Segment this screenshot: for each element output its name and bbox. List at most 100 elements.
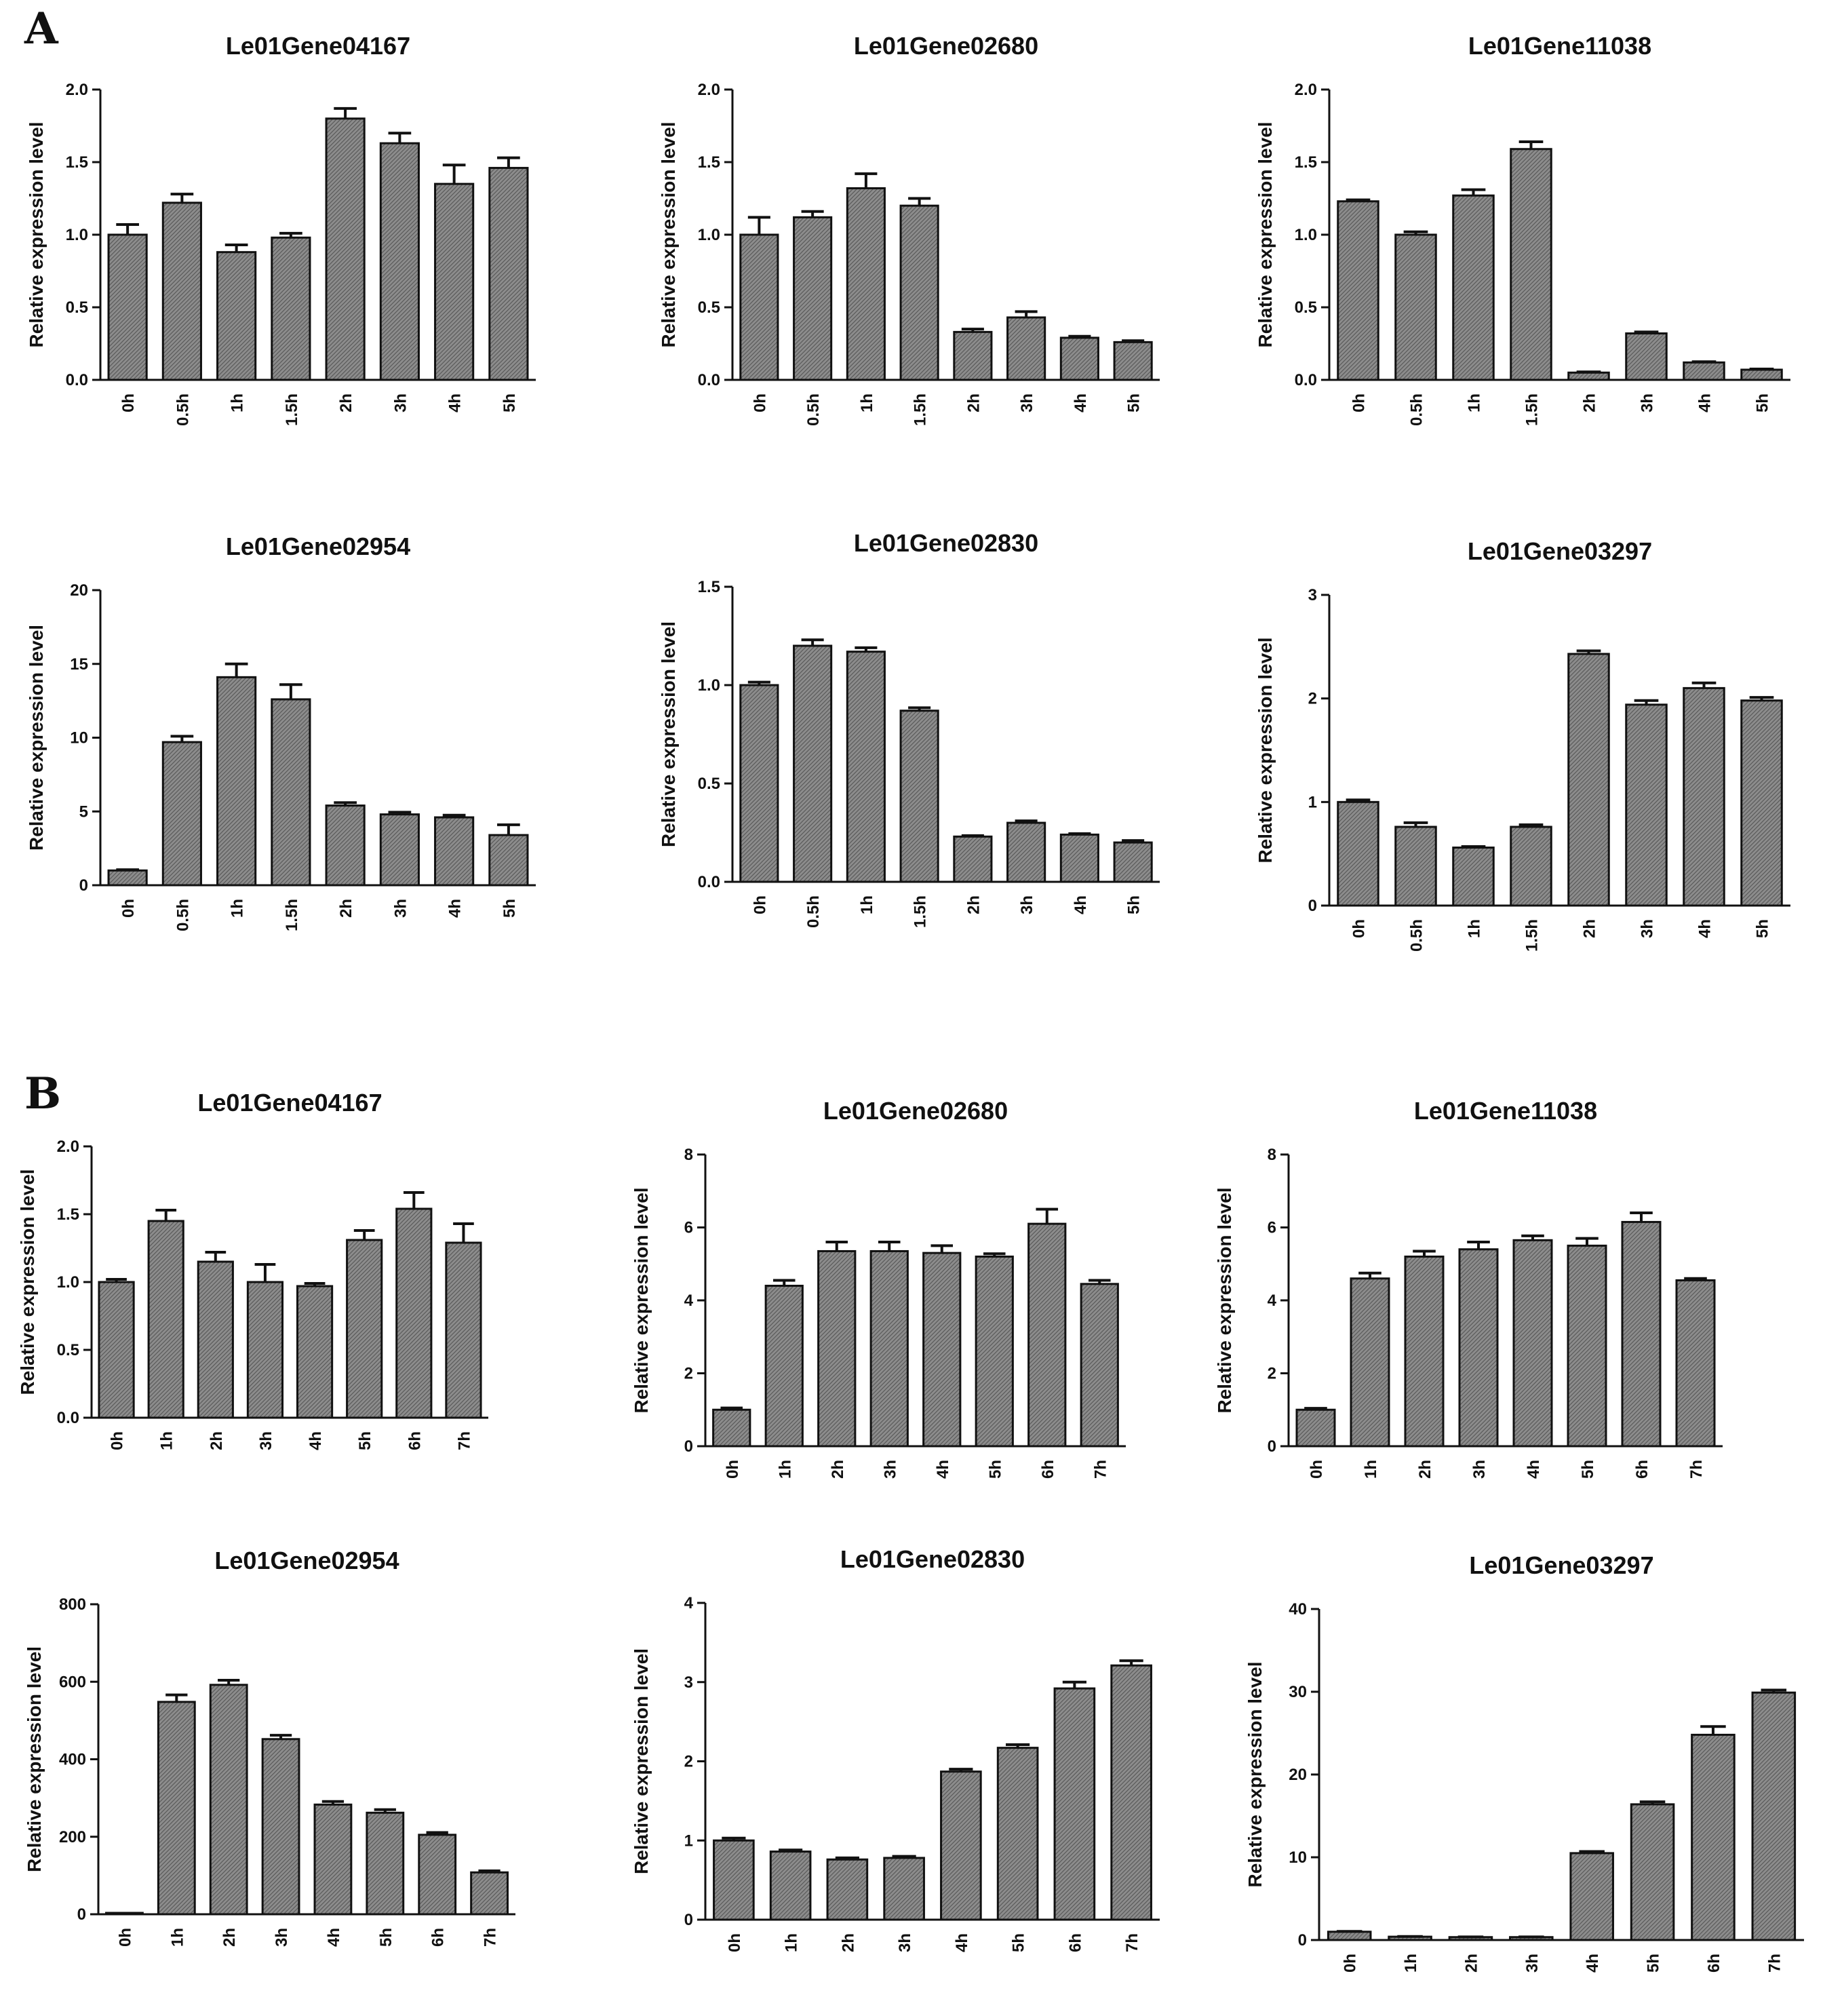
x-tick-label: 4h [325, 1928, 343, 1947]
y-axis-label: Relative expression level [631, 1187, 652, 1413]
bar-0h [1337, 200, 1379, 381]
bar-0h [713, 1839, 755, 1921]
x-tick-label: 0h [1350, 919, 1369, 938]
x-tick-label: 6h [1633, 1460, 1651, 1479]
x-tick-label: 4h [953, 1933, 971, 1952]
y-tick-label: 2.0 [57, 1138, 79, 1156]
x-tick-label: 5h [986, 1460, 1004, 1479]
chart-11: Le01Gene03297 Relative expression level 0 1… [1244, 1551, 1804, 1973]
x-tick-label: 2h [208, 1431, 226, 1450]
bar-0.5h [793, 216, 833, 381]
bar-0.5h [1394, 233, 1437, 381]
x-tick-label: 6h [1066, 1933, 1084, 1952]
x-tick-label: 4h [446, 899, 465, 918]
chart-1: Le01Gene02680 Relative expression level 0.… [658, 32, 1160, 426]
y-axis-label: Relative expression level [26, 121, 47, 347]
y-tick-label: 4 [1268, 1292, 1277, 1310]
bar-1.5h [1510, 148, 1552, 381]
bar-4h [1569, 1852, 1614, 1941]
x-tick-label: 1h [229, 393, 247, 412]
x-tick-label: 5h [501, 899, 519, 918]
bar-5h [975, 1256, 1014, 1448]
bar-1h [1452, 847, 1495, 907]
x-tick-label: 3h [1018, 895, 1036, 914]
bar-4h [313, 1803, 353, 1916]
bar-1h [764, 1285, 804, 1448]
y-tick-label: 1.0 [57, 1273, 79, 1292]
x-tick-label: 2h [964, 393, 983, 412]
chart-title: Le01Gene04167 [197, 1089, 382, 1117]
bar-1.5h [899, 204, 939, 381]
bar-0h [107, 233, 148, 381]
bar-0h [1337, 800, 1379, 907]
y-tick-label: 1.0 [698, 226, 720, 244]
y-tick-label: 1 [684, 1831, 693, 1850]
y-tick-label: 2 [684, 1753, 693, 1771]
bar-0.5h [793, 644, 833, 883]
y-tick-label: 400 [59, 1751, 86, 1769]
x-tick-label: 1h [229, 899, 247, 918]
bar-7h [1080, 1283, 1119, 1448]
x-tick-label: 3h [1018, 393, 1036, 412]
y-tick-label: 10 [70, 729, 88, 748]
x-tick-label: 4h [934, 1460, 952, 1479]
x-tick-label: 2h [1416, 1460, 1434, 1479]
chart-title: Le01Gene11038 [1468, 32, 1651, 60]
y-tick-label: 8 [1268, 1146, 1276, 1164]
bar-2h [817, 1249, 857, 1448]
y-tick-label: 30 [1289, 1683, 1307, 1701]
chart-4: Le01Gene02830 Relative expression level 0.… [658, 529, 1160, 928]
bar-1h [846, 187, 886, 381]
x-tick-label: 7h [455, 1431, 473, 1450]
x-tick-label: 3h [881, 1460, 899, 1479]
y-tick-label: 600 [59, 1673, 86, 1691]
bar-0.5h [161, 201, 202, 381]
y-tick-label: 0.0 [698, 371, 720, 389]
bar-0h [739, 233, 779, 381]
x-tick-label: 0h [116, 1928, 134, 1947]
y-tick-label: 4 [684, 1292, 694, 1310]
bar-4h [1683, 686, 1725, 907]
x-tick-label: 5h [1579, 1460, 1597, 1479]
y-tick-label: 1.5 [66, 153, 88, 172]
x-tick-label: 4h [1072, 895, 1090, 914]
bar-5h [1567, 1244, 1607, 1448]
bar-1h [1350, 1277, 1390, 1448]
chart-title: Le01Gene02954 [214, 1547, 399, 1574]
bar-2h [209, 1684, 248, 1916]
bar-5h [488, 834, 529, 887]
bar-4h [1683, 361, 1725, 381]
y-tick-label: 40 [1289, 1600, 1307, 1618]
bar-2h [826, 1858, 869, 1921]
x-tick-label: 0h [109, 1431, 127, 1450]
chart-9: Le01Gene02954 Relative expression level 0 2… [24, 1547, 515, 1947]
x-tick-label: 6h [1039, 1460, 1057, 1479]
bar-3h [1458, 1248, 1499, 1448]
bar-4h [1059, 336, 1099, 381]
x-tick-label: 0.5h [804, 895, 823, 928]
bar-1h [216, 676, 257, 887]
y-tick-label: 1.5 [698, 578, 720, 596]
y-tick-label: 4 [684, 1594, 694, 1612]
x-tick-label: 3h [1639, 919, 1657, 938]
bar-0h [98, 1281, 135, 1419]
bar-3h [379, 142, 420, 381]
x-tick-label: 1h [858, 393, 876, 412]
x-tick-label: 1.5h [1523, 919, 1542, 952]
x-tick-label: 3h [391, 899, 410, 918]
bar-3h [1006, 316, 1046, 381]
x-tick-label: 4h [1696, 919, 1714, 938]
x-tick-label: 5h [1754, 393, 1772, 412]
x-tick-label: 6h [429, 1928, 448, 1947]
bar-1.5h [1510, 826, 1552, 907]
bar-1.5h [271, 236, 311, 381]
x-tick-label: 3h [391, 393, 410, 412]
chart-3: Le01Gene02954 Relative expression level 0 5… [26, 532, 536, 931]
bar-0h [739, 684, 779, 883]
x-tick-label: 2h [964, 895, 983, 914]
x-tick-label: 4h [1584, 1954, 1602, 1973]
bar-5h [346, 1239, 383, 1419]
y-tick-label: 20 [1289, 1766, 1307, 1784]
y-tick-label: 2.0 [66, 81, 88, 99]
bar-7h [1675, 1279, 1716, 1448]
